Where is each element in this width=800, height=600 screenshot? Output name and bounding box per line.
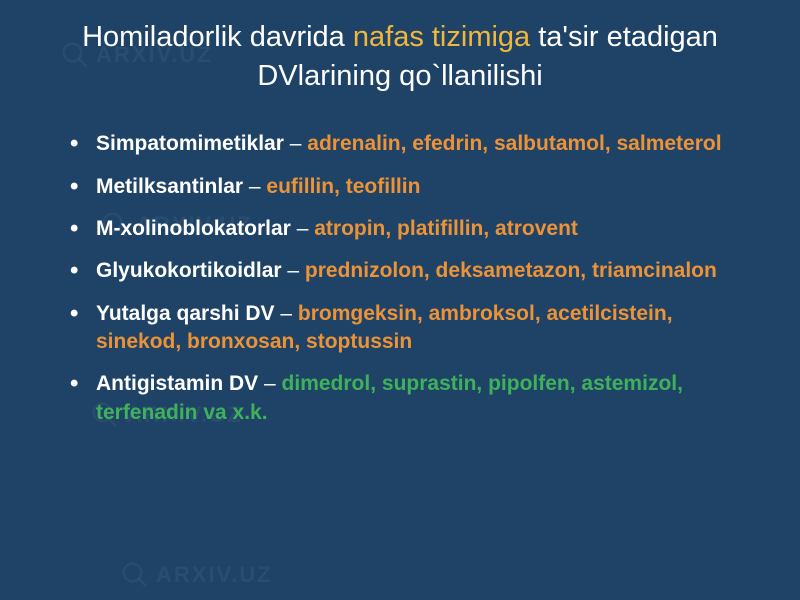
drugs-text: atropin, platifillin, atrovent xyxy=(314,217,578,240)
drugs-text: adrenalin, efedrin, salbutamol, salmeter… xyxy=(307,132,721,155)
separator: – xyxy=(275,302,298,325)
separator: – xyxy=(291,217,314,240)
list-item: Glyukokortikoidlar – prednizolon, deksam… xyxy=(70,257,750,285)
category-label: Yutalga qarshi DV xyxy=(96,302,275,325)
title-pre: Homiladorlik davrida xyxy=(82,21,353,53)
watermark-icon: ARXIV.UZ xyxy=(120,560,273,590)
category-label: Antigistamin DV xyxy=(96,372,258,395)
title-highlight: nafas tizimiga xyxy=(353,21,530,53)
list-item: Yutalga qarshi DV – bromgeksin, ambrokso… xyxy=(70,300,750,357)
list-item: Antigistamin DV – dimedrol, suprastin, p… xyxy=(70,370,750,427)
slide: ARXIV.UZ ARXIV.UZ ARXIV.UZ ARXIV.UZ Homi… xyxy=(0,0,800,600)
separator: – xyxy=(243,175,266,198)
separator: – xyxy=(282,259,305,282)
list-item: M-xolinoblokatorlar – atropin, platifill… xyxy=(70,215,750,243)
list-item: Metilksantinlar – eufillin, teofillin xyxy=(70,173,750,201)
drugs-text: prednizolon, deksametazon, triamcinalon xyxy=(305,259,717,282)
bullet-list: Simpatomimetiklar – adrenalin, efedrin, … xyxy=(50,130,750,427)
list-item: Simpatomimetiklar – adrenalin, efedrin, … xyxy=(70,130,750,158)
separator: – xyxy=(258,372,281,395)
slide-title: Homiladorlik davrida nafas tizimiga ta's… xyxy=(50,18,750,96)
watermark-text: ARXIV.UZ xyxy=(156,562,273,588)
drugs-text: eufillin, teofillin xyxy=(266,175,420,198)
category-label: Glyukokortikoidlar xyxy=(96,259,282,282)
category-label: Metilksantinlar xyxy=(96,175,243,198)
category-label: Simpatomimetiklar xyxy=(96,132,284,155)
category-label: M-xolinoblokatorlar xyxy=(96,217,291,240)
separator: – xyxy=(284,132,307,155)
